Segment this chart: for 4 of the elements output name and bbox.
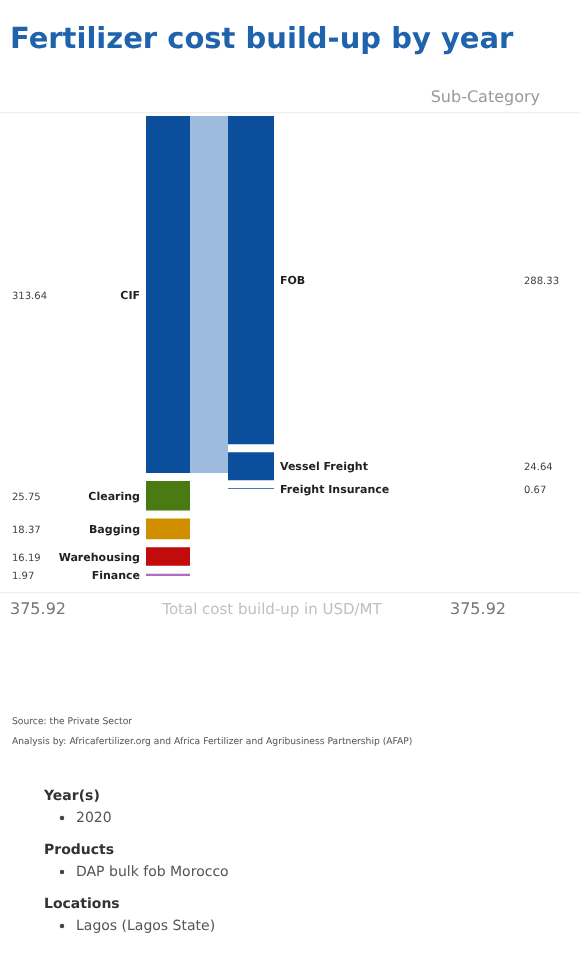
text: Sub-Category — [430, 88, 541, 106]
text: 375.92 — [10, 600, 66, 618]
text: 375.92 — [450, 600, 506, 618]
text: Fertilizer cost build-up by year — [10, 24, 516, 56]
